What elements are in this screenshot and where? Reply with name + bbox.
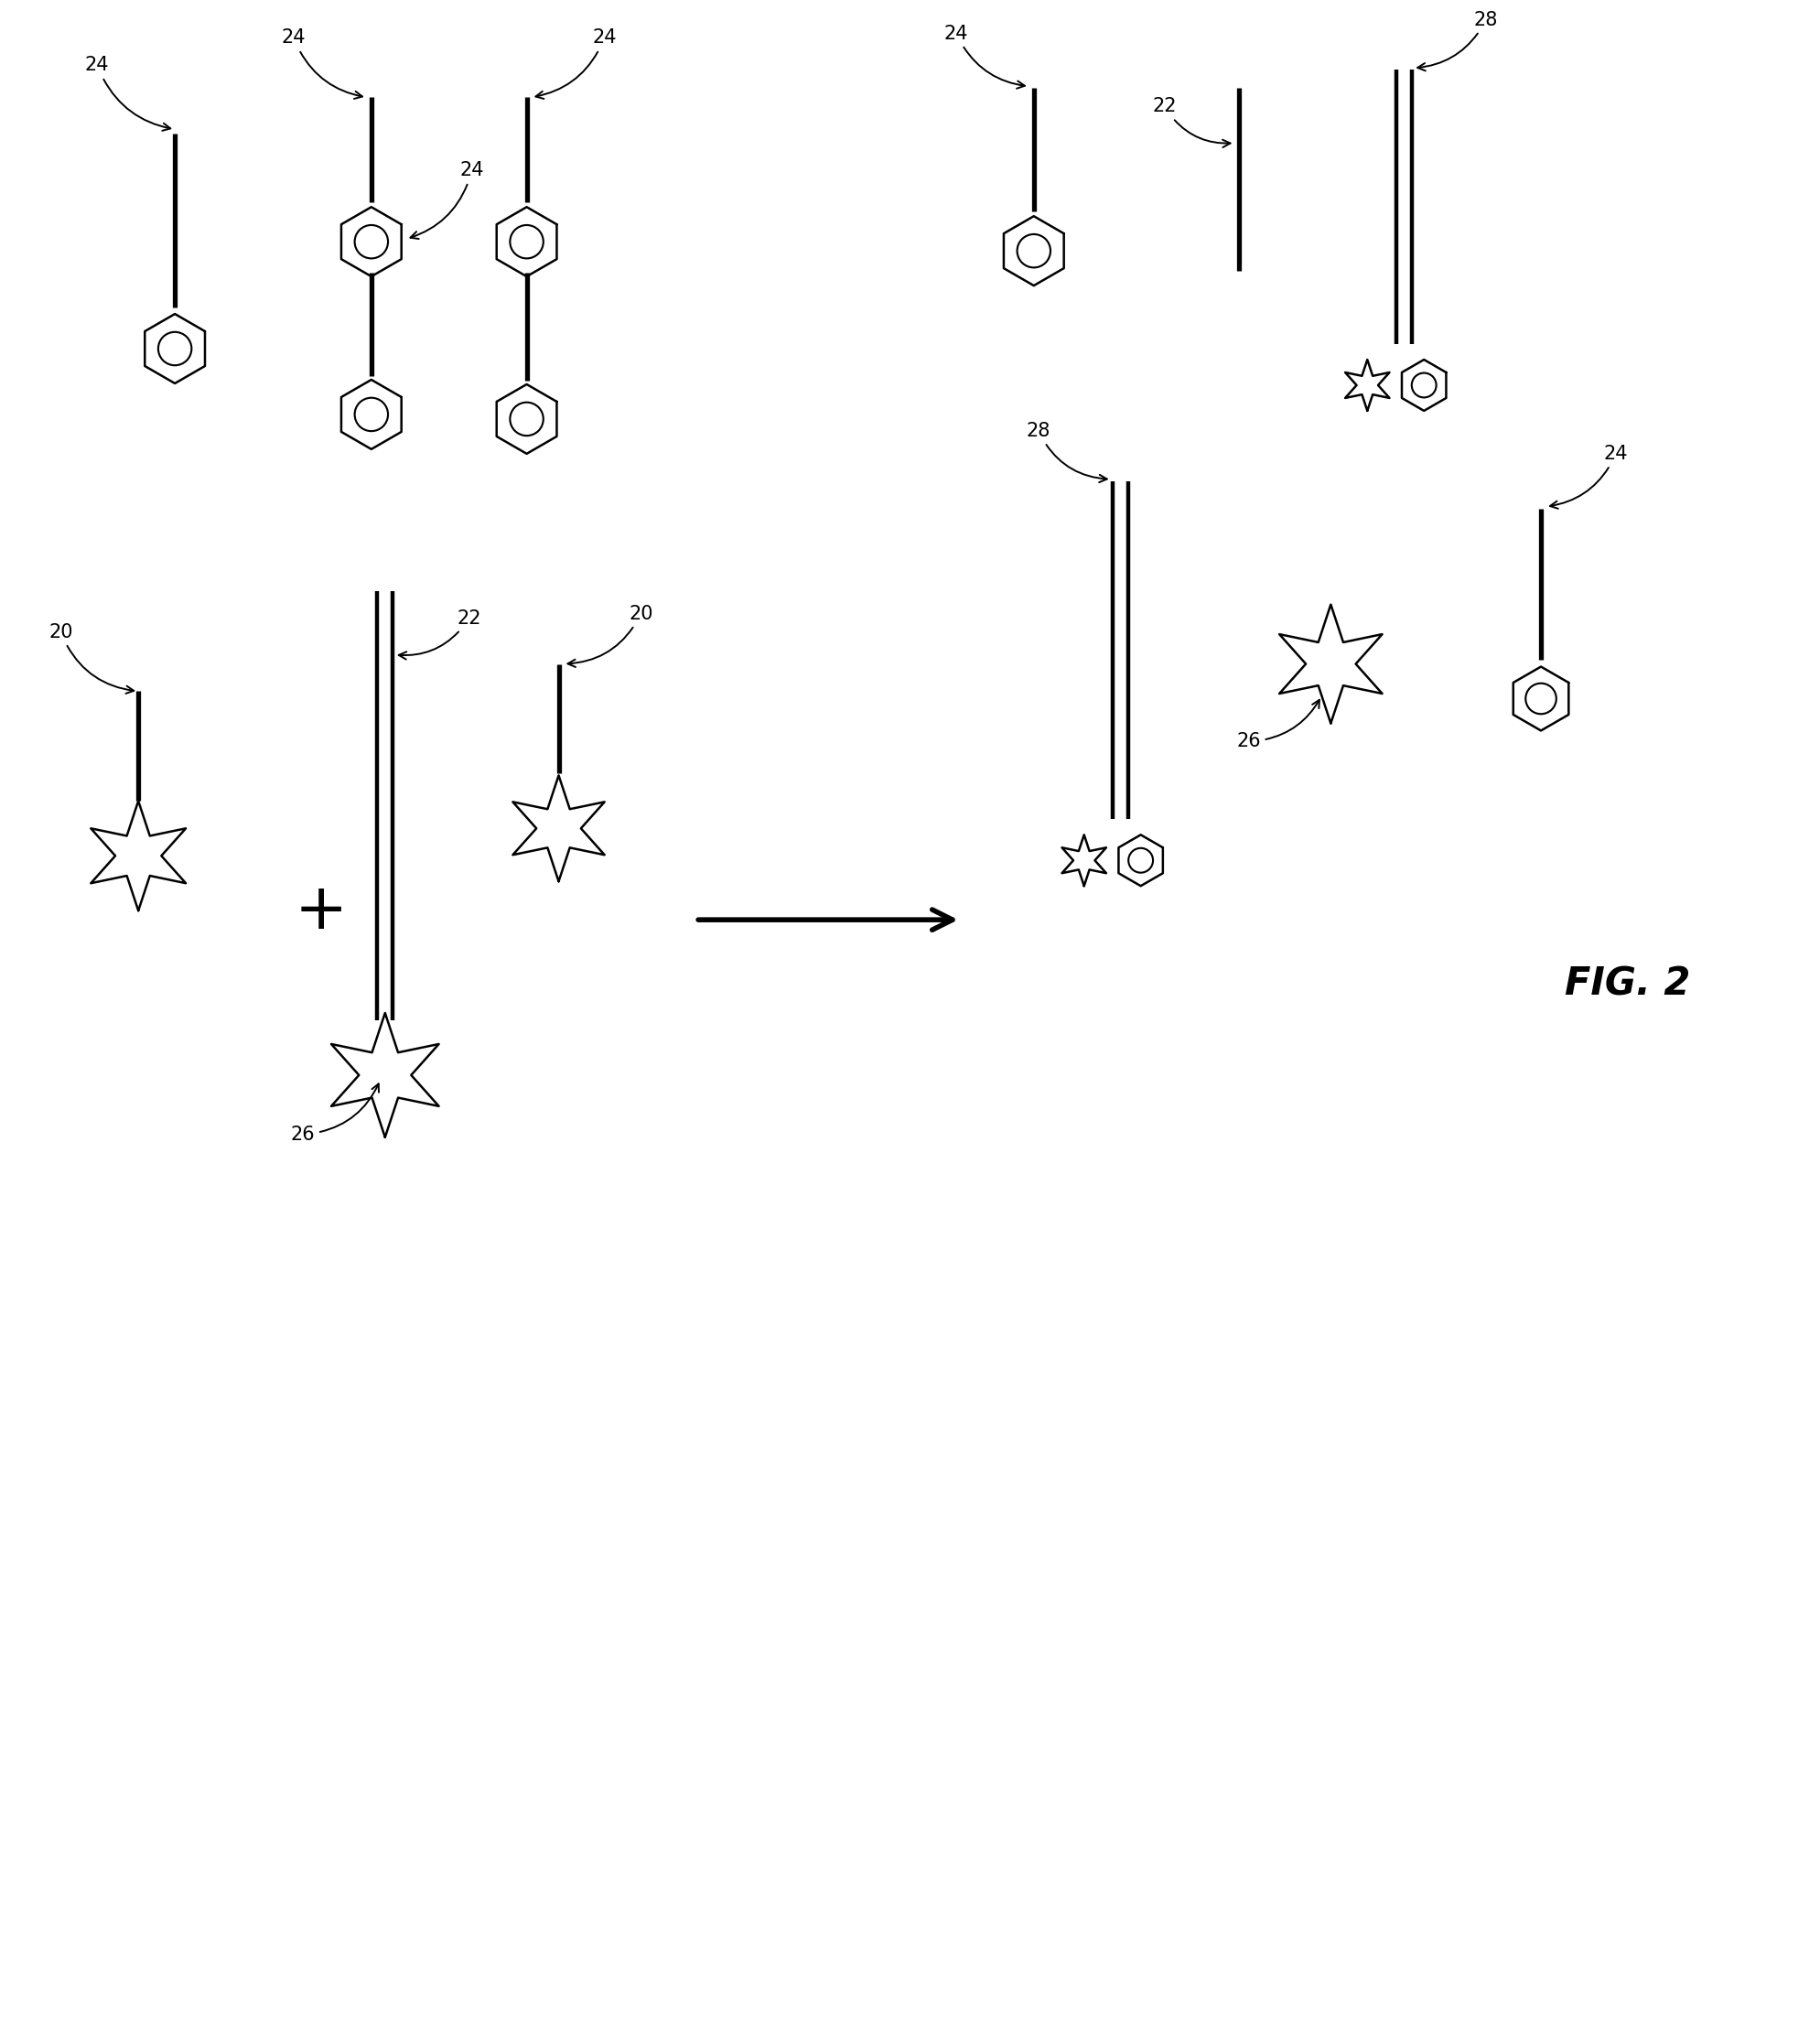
Text: 24: 24 [945,24,1025,88]
Text: 24: 24 [1551,444,1629,509]
Text: 28: 28 [1026,421,1107,483]
Text: 24: 24 [535,29,617,100]
Text: +: + [295,880,348,941]
Text: 28: 28 [1418,10,1498,71]
Text: 26: 26 [1236,700,1320,751]
Text: 26: 26 [291,1083,379,1144]
Text: 24: 24 [86,57,171,130]
Text: 20: 20 [49,623,135,694]
Text: FIG. 2: FIG. 2 [1565,965,1691,1004]
Text: 24: 24 [410,161,484,238]
Text: 22: 22 [1152,98,1230,147]
Text: 22: 22 [399,609,480,660]
Text: 24: 24 [282,29,362,100]
Text: 20: 20 [568,605,653,668]
